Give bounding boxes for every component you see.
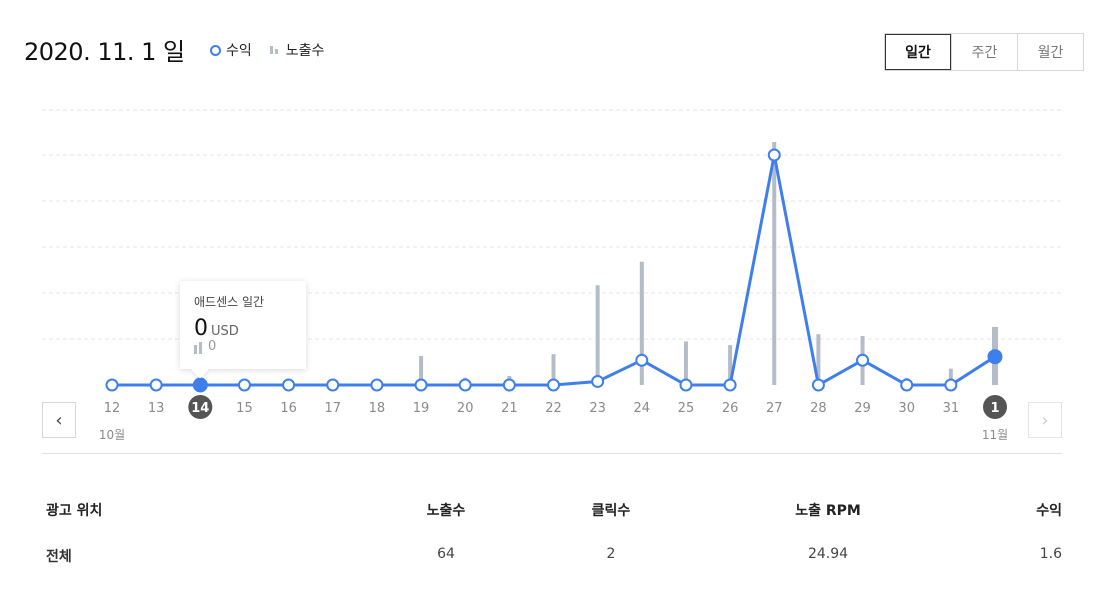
- x-tick-label: 21: [501, 401, 518, 416]
- revenue-point: [237, 378, 251, 392]
- x-tick-label: 18: [369, 401, 386, 416]
- x-tick-label: 31: [943, 401, 960, 416]
- page-title: 2020. 11. 1 일: [24, 38, 185, 66]
- x-tick-label: 30: [898, 401, 915, 416]
- next-period-button[interactable]: ›: [1028, 402, 1062, 438]
- divider: [42, 453, 1062, 454]
- x-tick-label: 14: [191, 401, 209, 416]
- revenue-point: [679, 378, 693, 392]
- legend-revenue: 수익: [210, 40, 252, 60]
- x-tick-label: 28: [810, 401, 827, 416]
- revenue-point: [723, 378, 737, 392]
- impressions-bar: [639, 261, 644, 385]
- placement-cell: 전체: [46, 549, 72, 565]
- impressions-cell: 64: [437, 546, 455, 562]
- month-label: 10월: [99, 428, 125, 442]
- table-header-row: 광고 위치 노출수 클릭수 노출 RPM 수익: [46, 500, 1062, 546]
- col-header-rpm: 노출 RPM: [795, 503, 861, 519]
- x-tick-label: 16: [280, 401, 297, 416]
- ad-placement-table: 광고 위치 노출수 클릭수 노출 RPM 수익 전체 64 2 24.94 1.…: [46, 500, 1062, 592]
- tab-weekly[interactable]: 주간: [951, 34, 1017, 70]
- impressions-bar: [683, 341, 688, 385]
- chevron-left-icon: ‹: [55, 409, 63, 431]
- rpm-cell: 24.94: [807, 546, 849, 562]
- chart-legend: 수익 노출수: [210, 40, 342, 60]
- x-tick-label: 26: [722, 401, 739, 416]
- revenue-point: [282, 378, 296, 392]
- prev-period-button[interactable]: ‹: [42, 402, 76, 438]
- revenue-point: [547, 378, 560, 392]
- revenue-point: [944, 378, 958, 392]
- revenue-point: [192, 377, 208, 393]
- impressions-bar: [551, 354, 556, 385]
- impressions-bar: [948, 368, 953, 385]
- selected-date-marker: [983, 395, 1007, 419]
- tab-monthly[interactable]: 월간: [1017, 34, 1083, 70]
- revenue-point: [591, 374, 605, 388]
- x-tick-label: 22: [545, 401, 562, 416]
- col-header-impressions: 노출수: [426, 503, 466, 519]
- x-tick-label: 29: [854, 401, 871, 416]
- impressions-bar: [419, 355, 424, 385]
- impressions-bar: [595, 285, 600, 385]
- legend-impressions-label: 노출수: [285, 43, 325, 59]
- x-tick-label: 12: [104, 401, 121, 416]
- clicks-cell: 2: [606, 546, 616, 562]
- tooltip-impressions: 0: [208, 339, 217, 354]
- tooltip-unit: USD: [211, 324, 239, 339]
- impressions-bar: [816, 334, 821, 385]
- bar-chart-icon: [269, 46, 280, 54]
- revenue-point: [149, 378, 163, 392]
- revenue-chart: 12 13 14 15 16 17 18 19 20 21 22 23 24 25 26 27 28 29 30 31…: [42, 109, 1062, 442]
- revenue-point: [326, 378, 340, 392]
- impressions-bar: [728, 345, 733, 385]
- bar-chart-icon: [194, 342, 204, 354]
- revenue-point: [502, 378, 516, 392]
- period-tabs: 일간 주간 월간: [884, 33, 1084, 71]
- revenue-point: [458, 378, 472, 392]
- revenue-point: [105, 378, 119, 392]
- x-tick-label: 15: [236, 401, 253, 416]
- revenue-point: [370, 378, 384, 392]
- tab-daily[interactable]: 일간: [885, 34, 951, 70]
- revenue-point: [635, 353, 649, 367]
- legend-revenue-label: 수익: [226, 43, 252, 59]
- x-tick-label: 25: [678, 401, 695, 416]
- x-tick-label: 24: [634, 401, 651, 416]
- x-tick-label: 23: [589, 401, 606, 416]
- revenue-point: [987, 349, 1003, 365]
- tooltip-title: 애드센스 일간: [194, 295, 265, 309]
- revenue-point: [811, 378, 825, 392]
- impressions-bar: [772, 142, 777, 385]
- tooltip-value: 0: [194, 316, 208, 341]
- month-label: 11월: [982, 428, 1008, 442]
- x-tick-label: 1: [990, 401, 999, 416]
- x-tick-label: 13: [148, 401, 165, 416]
- x-tick-label: 17: [324, 401, 341, 416]
- chevron-right-icon: ›: [1041, 409, 1049, 431]
- col-header-clicks: 클릭수: [591, 503, 631, 519]
- col-header-revenue: 수익: [1036, 503, 1062, 519]
- revenue-point: [414, 378, 428, 392]
- selected-date-marker: [188, 395, 213, 419]
- x-tick-label: 19: [413, 401, 430, 416]
- x-tick-label: 20: [457, 401, 474, 416]
- revenue-cell: 1.6: [1039, 546, 1062, 562]
- revenue-point: [767, 148, 781, 162]
- col-header-placement: 광고 위치: [46, 503, 103, 519]
- table-row: 전체 64 2 24.94 1.6: [46, 546, 1062, 592]
- legend-impressions: 노출수: [269, 40, 325, 60]
- revenue-point: [856, 353, 870, 367]
- revenue-dot-icon: [210, 44, 221, 56]
- chart-tooltip: 애드센스 일간 0 USD 0: [180, 281, 306, 379]
- revenue-point: [900, 378, 914, 392]
- x-tick-label: 27: [766, 401, 783, 416]
